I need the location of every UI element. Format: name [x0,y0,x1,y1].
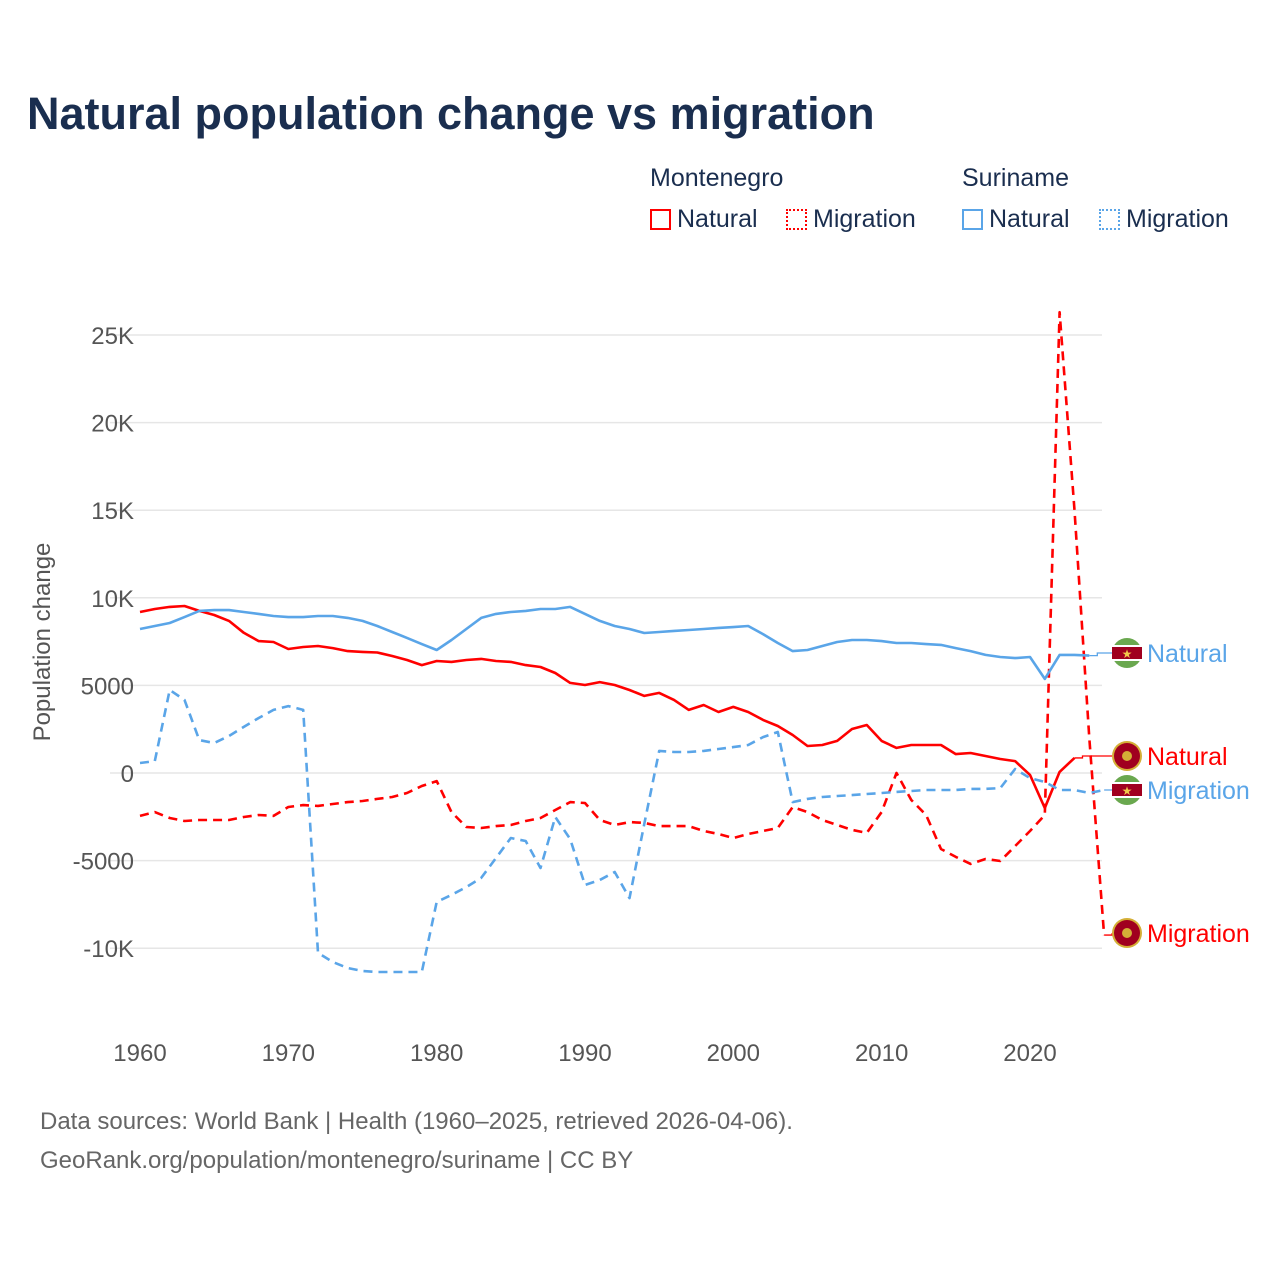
leader-line [1089,652,1112,657]
y-tick-label: 5000 [81,673,134,700]
legend-label: Migration [1126,205,1229,233]
flag-star: ★ [1122,784,1133,798]
y-tick-label: -5000 [73,849,134,876]
y-tick-label: 0 [121,761,134,788]
chart-title: Natural population change vs migration [27,88,875,139]
suriname-flag-icon: ★ [1112,775,1142,805]
legend-label: Natural [989,205,1070,233]
x-tick-label: 1970 [262,1040,315,1067]
end-label-suriname-migration: Migration [1147,777,1250,805]
series-line-montenegro-natural [139,604,1076,810]
montenegro-flag-icon [1112,741,1142,771]
y-tick-label: -10K [83,936,134,963]
footer-sources: Data sources: World Bank | Health (1960–… [40,1108,793,1135]
series-line-suriname-natural [139,605,1090,681]
flag-stripe-red [1112,647,1142,659]
end-label-suriname-natural: Natural [1147,640,1228,668]
legend-swatch-dotted [786,209,807,230]
suriname-flag-icon: ★ [1112,638,1142,668]
legend-label: Migration [813,205,916,233]
footer-link[interactable]: GeoRank.org/population/montenegro/surina… [40,1147,634,1174]
flag-emblem [1122,928,1132,938]
series-line-montenegro-migration [139,310,1106,936]
legend-swatch-solid [650,209,671,230]
x-tick-label: 1960 [113,1040,166,1067]
legend-header-suriname: Suriname [962,164,1069,192]
legend-suriname-natural[interactable]: Natural [962,205,1070,234]
montenegro-flag-icon [1112,918,1142,948]
y-tick-label: 15K [91,498,134,525]
legend-montenegro-natural[interactable]: Natural [650,205,758,234]
legend-suriname-migration[interactable]: Migration [1099,205,1229,234]
flag-stripe-red [1112,784,1142,796]
legend-label: Natural [677,205,758,233]
end-label-montenegro-migration: Migration [1147,920,1250,948]
flag-emblem [1122,751,1132,761]
x-tick-label: 2010 [855,1040,908,1067]
y-tick-label: 10K [91,586,134,613]
y-tick-label: 20K [91,411,134,438]
leader-line [1074,755,1112,759]
y-tick-label: 25K [91,323,134,350]
x-tick-label: 2020 [1003,1040,1056,1067]
legend-montenegro-migration[interactable]: Migration [786,205,916,234]
x-tick-label: 1990 [558,1040,611,1067]
x-tick-label: 1980 [410,1040,463,1067]
leader-line [1104,932,1113,936]
flag-star: ★ [1122,647,1133,661]
end-label-montenegro-natural: Natural [1147,743,1228,771]
legend-swatch-dotted [1099,209,1120,230]
legend-header-montenegro: Montenegro [650,164,784,192]
legend-swatch-solid [962,209,983,230]
x-tick-label: 2000 [707,1040,760,1067]
y-axis-title: Population change [29,543,56,742]
series-line-suriname-migration [139,688,1105,974]
